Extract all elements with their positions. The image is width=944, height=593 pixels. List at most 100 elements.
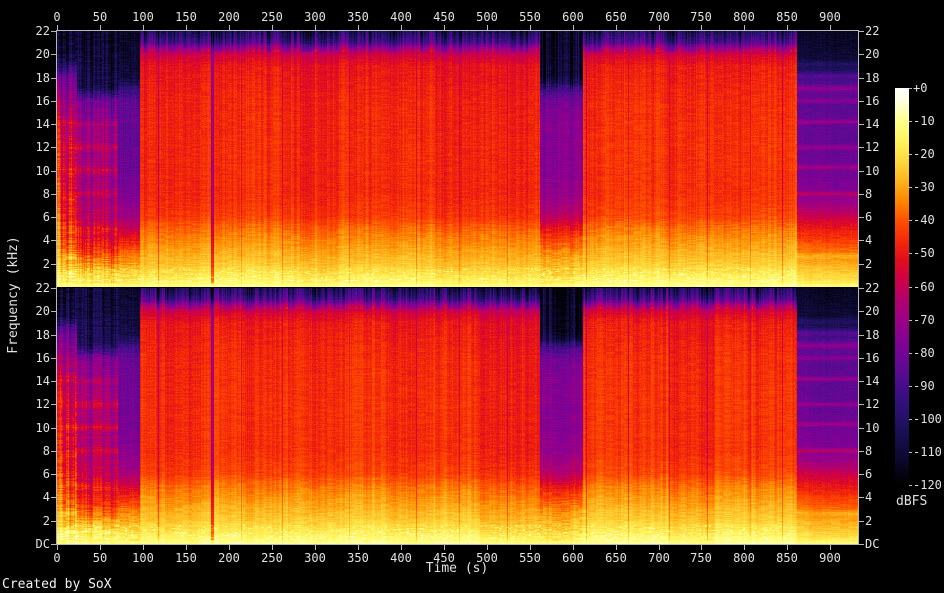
colorbar-tick <box>909 253 912 254</box>
y-tick-label-left: 20 <box>35 47 50 61</box>
x-tick-label-top: 400 <box>390 10 412 24</box>
x-tick-label-top: 150 <box>175 10 197 24</box>
y-tick-label-right: 18 <box>865 328 880 342</box>
y-tick-left <box>51 194 56 195</box>
y-tick-label-left: 2 <box>42 514 50 528</box>
x-tick-bottom <box>401 545 402 550</box>
y-tick-left <box>51 288 56 289</box>
x-tick-label-bottom: 700 <box>648 551 670 565</box>
x-tick-bottom <box>787 545 788 550</box>
y-tick-label-left: 22 <box>35 281 50 295</box>
x-tick-bottom <box>315 545 316 550</box>
dbfs-colorbar <box>895 88 909 485</box>
x-tick-label-top: 50 <box>92 10 108 24</box>
x-tick-bottom <box>444 545 445 550</box>
colorbar-tick-label: -50 <box>913 246 935 260</box>
y-tick-label-right: 22 <box>865 24 880 38</box>
colorbar-tick-label: -10 <box>913 114 935 128</box>
x-tick-label-bottom: 550 <box>519 551 541 565</box>
x-tick-top <box>143 25 144 30</box>
y-tick-label-left: 4 <box>42 233 50 247</box>
y-tick-label-left: 12 <box>35 140 50 154</box>
spectrogram-channel-1 <box>57 31 858 287</box>
y-tick-right <box>859 171 864 172</box>
x-tick-label-bottom: 600 <box>562 551 584 565</box>
x-tick-label-top: 350 <box>347 10 369 24</box>
x-tick-top <box>573 25 574 30</box>
y-tick-left <box>51 147 56 148</box>
colorbar-tick <box>909 220 912 221</box>
x-tick-top <box>358 25 359 30</box>
y-tick-label-left: 14 <box>35 117 50 131</box>
y-tick-label-right: 14 <box>865 117 880 131</box>
y-tick-right <box>859 54 864 55</box>
x-tick-label-bottom: 650 <box>605 551 627 565</box>
y-tick-label-right: 12 <box>865 397 880 411</box>
y-tick-left <box>51 240 56 241</box>
colorbar-tick-label: -120 <box>913 478 942 492</box>
colorbar-tick-label: -30 <box>913 180 935 194</box>
x-tick-label-bottom: 500 <box>476 551 498 565</box>
x-tick-top <box>401 25 402 30</box>
x-tick-label-bottom: 400 <box>390 551 412 565</box>
x-tick-label-top: 500 <box>476 10 498 24</box>
plot-border-left <box>56 30 57 545</box>
y-tick-right <box>859 544 864 545</box>
plot-border-right <box>858 30 859 545</box>
x-tick-label-bottom: 300 <box>304 551 326 565</box>
x-tick-top <box>616 25 617 30</box>
y-tick-left <box>51 335 56 336</box>
y-tick-right <box>859 147 864 148</box>
colorbar-tick-label: -20 <box>913 147 935 161</box>
y-tick-label-left: 10 <box>35 164 50 178</box>
y-tick-left <box>51 311 56 312</box>
y-tick-right <box>859 101 864 102</box>
colorbar-tick <box>909 88 912 89</box>
x-tick-label-top: 0 <box>53 10 61 24</box>
x-tick-top <box>315 25 316 30</box>
colorbar-tick-label: -70 <box>913 313 935 327</box>
x-tick-bottom <box>701 545 702 550</box>
y-tick-left <box>51 544 56 545</box>
x-tick-top <box>830 25 831 30</box>
colorbar-tick <box>909 485 912 486</box>
x-tick-bottom <box>487 545 488 550</box>
y-tick-left <box>51 171 56 172</box>
y-tick-right <box>859 358 864 359</box>
x-tick-top <box>186 25 187 30</box>
x-tick-top <box>444 25 445 30</box>
y-tick-left <box>51 101 56 102</box>
x-tick-label-top: 700 <box>648 10 670 24</box>
x-tick-label-bottom: 800 <box>733 551 755 565</box>
colorbar-tick-label: -80 <box>913 346 935 360</box>
colorbar-tick-label: -60 <box>913 280 935 294</box>
x-tick-bottom <box>229 545 230 550</box>
y-tick-label-right: 10 <box>865 421 880 435</box>
x-tick-label-bottom: 100 <box>132 551 154 565</box>
y-tick-label-right: 16 <box>865 94 880 108</box>
y-tick-right <box>859 451 864 452</box>
x-tick-bottom <box>659 545 660 550</box>
y-tick-label-left: 6 <box>42 210 50 224</box>
y-tick-label-left: 2 <box>42 257 50 271</box>
colorbar-tick-label: -40 <box>913 213 935 227</box>
y-tick-right <box>859 497 864 498</box>
y-tick-right <box>859 240 864 241</box>
x-tick-top <box>272 25 273 30</box>
colorbar-tick <box>909 419 912 420</box>
y-tick-right <box>859 404 864 405</box>
y-tick-right <box>859 474 864 475</box>
colorbar-tick <box>909 320 912 321</box>
y-tick-label-left: 8 <box>42 444 50 458</box>
time-axis-title: Time (s) <box>425 561 489 576</box>
y-tick-label-right: 16 <box>865 351 880 365</box>
x-tick-label-bottom: 250 <box>261 551 283 565</box>
x-tick-label-top: 450 <box>433 10 455 24</box>
y-tick-right <box>859 521 864 522</box>
x-tick-label-bottom: 750 <box>690 551 712 565</box>
x-tick-label-top: 100 <box>132 10 154 24</box>
y-tick-label-left: 8 <box>42 187 50 201</box>
x-tick-top <box>530 25 531 30</box>
y-tick-label-right: 20 <box>865 47 880 61</box>
